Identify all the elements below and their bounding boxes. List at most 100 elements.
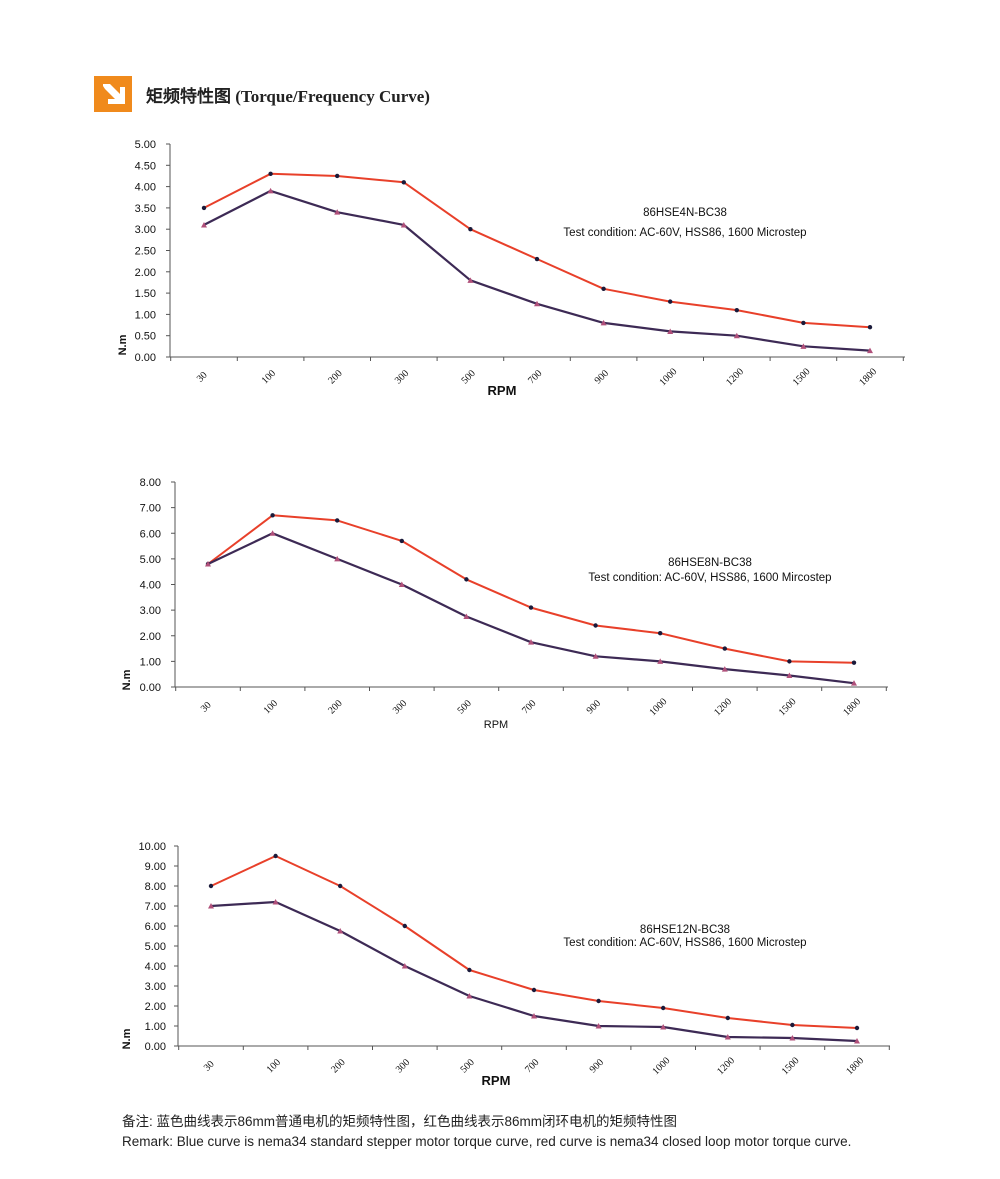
blue-series-point xyxy=(334,209,341,215)
red-series-point xyxy=(528,605,534,610)
x-tick-label: 1500 xyxy=(791,366,813,388)
blue-series-point xyxy=(721,666,728,672)
blue-series-point xyxy=(267,187,274,194)
y-tick-label: 4.00 xyxy=(135,182,156,194)
x-tick-label: 1500 xyxy=(777,696,799,718)
blue-series-point xyxy=(667,328,674,334)
blue-series-point xyxy=(867,347,873,354)
red-series-point xyxy=(270,513,275,518)
chart-svg-3: 0.00 1.00 2.00 3.00 4.00 5.00 6.00 7.00 8.00 9.00… xyxy=(121,841,890,1088)
y-tick-label: 9.00 xyxy=(145,861,166,873)
y-tick-label: 5.00 xyxy=(135,139,156,151)
blue-series-point xyxy=(531,1013,537,1019)
torque-chart-1: 0.00 0.50 1.00 1.50 2.00 2.50 3.00 3.50 4.00 4.50… xyxy=(0,130,1000,410)
red-series-point xyxy=(854,1025,860,1031)
blue-series-point xyxy=(534,300,540,307)
blue-series-point xyxy=(201,221,207,228)
x-tick-label: 900 xyxy=(588,1057,606,1075)
chart-annotation: Test condition: AC-60V, HSS86, 1600 Micr… xyxy=(563,937,806,949)
blue-series-point xyxy=(733,332,740,339)
blue-series-point xyxy=(789,1035,796,1041)
x-tick-label: 30 xyxy=(202,1059,217,1074)
y-tick-label: 6.00 xyxy=(145,921,166,933)
red-series-point xyxy=(464,577,469,582)
blue-series-point xyxy=(334,555,341,562)
x-tick-label: 500 xyxy=(458,1057,476,1075)
blue-series-point xyxy=(854,1038,860,1044)
y-tick-label: 2.50 xyxy=(135,246,156,258)
red-series-point xyxy=(593,623,598,628)
y-axis-title: N.m xyxy=(117,334,129,355)
y-tick-label: 4.00 xyxy=(140,580,161,592)
red-series-point xyxy=(268,171,273,177)
y-tick-label: 3.50 xyxy=(135,203,156,215)
x-tick-label: 700 xyxy=(520,698,538,716)
red-series-point xyxy=(801,320,806,326)
blue-series-point xyxy=(600,319,607,326)
blue-series-point xyxy=(400,221,407,228)
red-series-point xyxy=(658,630,663,636)
blue-series-point xyxy=(724,1034,731,1040)
blue-series-point xyxy=(337,928,344,934)
y-tick-label: 1.50 xyxy=(135,288,156,300)
y-tick-label: 0.00 xyxy=(140,682,161,694)
red-series-point xyxy=(468,227,473,232)
y-tick-label: 5.00 xyxy=(140,554,161,566)
blue-series-point xyxy=(205,561,211,567)
y-tick-label: 2.00 xyxy=(145,1001,166,1013)
y-tick-label: 5.00 xyxy=(145,941,166,953)
y-tick-label: 7.00 xyxy=(140,503,161,515)
y-tick-label: 8.00 xyxy=(145,881,166,893)
x-tick-label: 200 xyxy=(329,1057,347,1075)
y-tick-label: 1.00 xyxy=(135,309,156,321)
y-tick-label: 4.50 xyxy=(135,160,156,172)
x-tick-label: 30 xyxy=(195,370,210,385)
y-tick-label: 10.00 xyxy=(138,841,166,853)
y-tick-label: 6.00 xyxy=(140,528,161,540)
torque-chart-3: 0.00 1.00 2.00 3.00 4.00 5.00 6.00 7.00 8.00 9.00… xyxy=(0,832,1000,1097)
x-tick-label: 200 xyxy=(326,698,344,716)
blue-series-point xyxy=(269,530,276,536)
red-series-point xyxy=(335,173,340,179)
x-axis-title: RPM xyxy=(484,719,508,731)
blue-series-point xyxy=(660,1024,667,1030)
x-tick-label: 100 xyxy=(265,1057,283,1075)
red-series-point xyxy=(399,538,404,544)
red-series-point xyxy=(335,518,340,523)
x-tick-label: 100 xyxy=(260,368,278,386)
x-tick-label: 1200 xyxy=(715,1055,737,1077)
red-series-point xyxy=(851,660,857,665)
arrow-down-right-icon xyxy=(94,76,132,112)
red-series-point xyxy=(208,883,214,889)
red-series-point xyxy=(668,299,673,304)
y-tick-label: 1.00 xyxy=(140,656,161,668)
red-series-point xyxy=(338,883,343,889)
x-tick-label: 30 xyxy=(199,700,214,715)
y-tick-label: 2.00 xyxy=(140,631,161,643)
x-tick-label: 1000 xyxy=(650,1055,672,1077)
red-series-point xyxy=(867,324,873,330)
y-tick-label: 0.00 xyxy=(135,352,156,364)
y-tick-label: 0.00 xyxy=(145,1041,166,1053)
y-tick-label: 4.00 xyxy=(145,961,166,973)
red-series-point xyxy=(273,853,278,859)
section-header: 矩频特性图 (Torque/Frequency Curve) xyxy=(94,76,430,112)
remark-en: Remark: Blue curve is nema34 standard st… xyxy=(122,1134,852,1149)
red-series-point xyxy=(531,987,537,993)
x-tick-label: 300 xyxy=(394,1057,412,1075)
chart-annotation: 86HSE8N-BC38 xyxy=(668,557,752,569)
chart-annotation: Test condition: AC-60V, HSS86, 1600 Micr… xyxy=(563,227,806,239)
x-tick-label: 1200 xyxy=(724,366,746,388)
red-series-point xyxy=(201,205,207,211)
blue-series-line xyxy=(203,189,871,352)
blue-series-point xyxy=(657,658,664,664)
blue-series-point xyxy=(208,903,214,909)
blue-series-point xyxy=(800,343,807,349)
y-tick-label: 8.00 xyxy=(140,477,161,489)
y-tick-label: 3.00 xyxy=(135,224,156,236)
blue-series-point xyxy=(467,277,474,283)
x-tick-label: 900 xyxy=(593,368,611,386)
x-tick-label: 100 xyxy=(262,698,280,716)
y-tick-label: 3.00 xyxy=(140,605,161,617)
blue-series-point xyxy=(272,899,279,905)
